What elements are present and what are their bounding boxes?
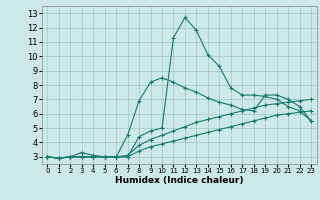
X-axis label: Humidex (Indice chaleur): Humidex (Indice chaleur) [115, 176, 244, 185]
